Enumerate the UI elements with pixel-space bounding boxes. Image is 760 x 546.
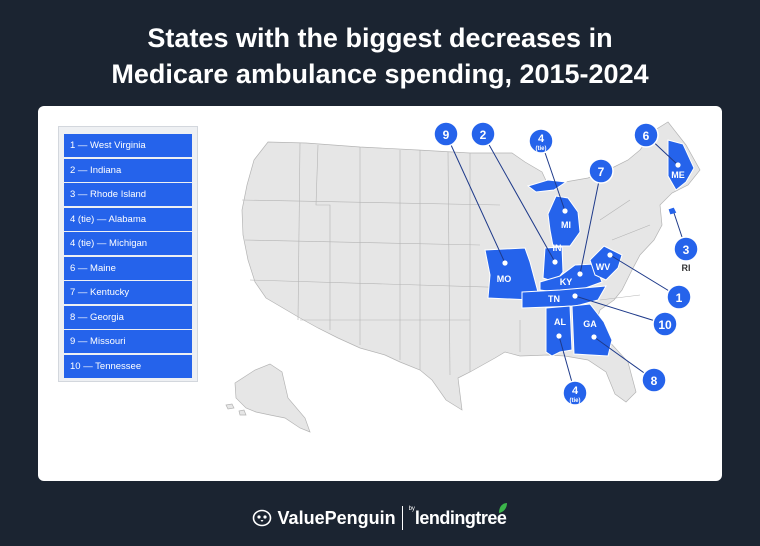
title-line-2: Medicare ambulance spending, 2015-2024 — [111, 59, 649, 89]
callout-tie: (tie) — [536, 146, 547, 152]
legend-item: 2 — Indiana — [64, 159, 192, 182]
brand-divider — [401, 506, 403, 530]
legend-item: 3 — Rhode Island — [64, 183, 192, 206]
callout-tie: (tie) — [570, 398, 581, 404]
callout-number: 4 — [538, 133, 545, 145]
callout-number: 4 — [572, 385, 579, 397]
legend-item: 1 — West Virginia — [64, 134, 192, 157]
label-mo: MO — [497, 274, 512, 284]
callout-number: 2 — [480, 128, 487, 142]
brand-valuepenguin: ValuePenguin — [277, 507, 396, 528]
state-tennessee — [521, 285, 607, 309]
state-dots — [502, 162, 681, 340]
state-georgia — [571, 303, 613, 357]
callout-number: 3 — [683, 243, 690, 257]
label-me: ME — [671, 170, 685, 180]
brand-by: by — [408, 506, 415, 512]
legend-item: 10 — Tennessee — [64, 355, 192, 378]
state-borders — [241, 142, 651, 376]
callout-number: 9 — [443, 128, 450, 142]
label-tn: TN — [548, 294, 560, 304]
callout-number: 7 — [598, 165, 605, 179]
us-mainland — [241, 121, 701, 411]
page-title: States with the biggest decreases in Med… — [0, 20, 760, 92]
legend-item: 9 — Missouri — [64, 330, 192, 353]
label-in: IN — [553, 243, 562, 253]
alaska — [234, 363, 311, 433]
footer-brand: ValuePenguin by lendingtree — [0, 500, 760, 536]
legend-item: 6 — Maine — [64, 257, 192, 280]
label-ri: RI — [682, 263, 691, 273]
legend-item: 8 — Georgia — [64, 306, 192, 329]
label-wv: WV — [596, 262, 611, 272]
label-al: AL — [554, 317, 566, 327]
state-rhode-island — [667, 206, 678, 216]
callout-circles — [433, 121, 699, 406]
callout-number: 6 — [643, 129, 650, 143]
label-ky: KY — [560, 277, 573, 287]
hawaii — [225, 403, 247, 416]
legend-item: 4 (tie) — Alabama — [64, 208, 192, 231]
state-maine — [667, 139, 695, 191]
penguin-logo-icon — [252, 509, 271, 527]
callout-number: 8 — [651, 374, 658, 388]
state-alabama — [545, 305, 573, 357]
label-mi: MI — [561, 220, 571, 230]
leaf-icon — [499, 503, 508, 513]
callout-number: 10 — [658, 318, 672, 332]
label-ga: GA — [583, 319, 597, 329]
callout-number: 1 — [676, 291, 683, 305]
brand-lendingtree: lendingtree — [414, 507, 507, 528]
rank-legend: 1 — West Virginia 2 — Indiana 3 — Rhode … — [58, 126, 198, 382]
legend-item: 7 — Kentucky — [64, 281, 192, 304]
legend-item: 4 (tie) — Michigan — [64, 232, 192, 255]
title-line-1: States with the biggest decreases in — [147, 23, 613, 53]
